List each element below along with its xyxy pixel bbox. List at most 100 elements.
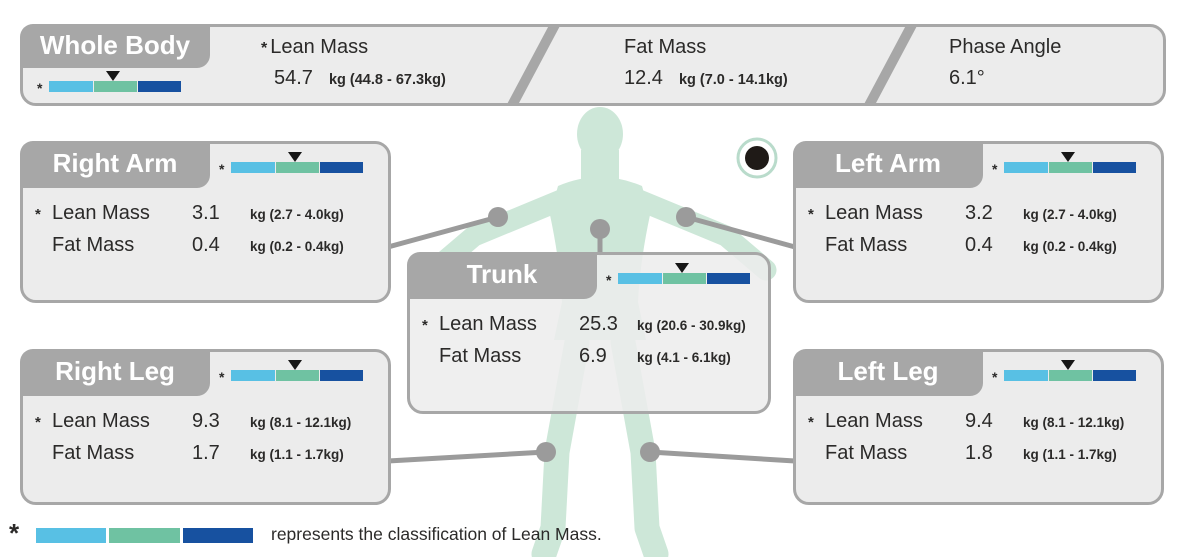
panel-trunk: Trunk * * Lean Mass 25.3 kg (20.6 - 30.9…: [407, 252, 771, 414]
metric-value: 1.8: [965, 442, 993, 464]
segment-high: [707, 273, 751, 284]
metric-row: Fat Mass 1.8 kg (1.1 - 1.7kg): [808, 442, 1157, 474]
segment-high: [182, 528, 253, 543]
metric-value: 6.9: [579, 345, 607, 367]
classification-bar: *: [992, 360, 1137, 385]
metric-row: Fat Mass 1.7 kg (1.1 - 1.7kg): [35, 442, 384, 474]
metric-row: * Lean Mass 25.3 kg (20.6 - 30.9kg): [422, 313, 764, 345]
legend: * represents the classification of Lean …: [0, 514, 1184, 557]
whole-body-title: Whole Body: [20, 24, 210, 68]
metric-value: 1.7: [192, 442, 220, 464]
metric-label: Lean Mass: [270, 36, 369, 58]
classification-bar: *: [992, 152, 1137, 177]
panel-title: Trunk: [407, 252, 597, 299]
metric-label: Lean Mass: [52, 202, 150, 224]
segment-low: [49, 81, 93, 92]
asterisk: *: [35, 206, 41, 223]
segment-normal: [109, 528, 180, 543]
panel-left-arm: Left Arm * * Lean Mass 3.2 kg (2.7 - 4.0…: [793, 141, 1164, 303]
asterisk: *: [606, 272, 612, 288]
asterisk: *: [808, 206, 814, 223]
metric-value: 3.1: [192, 202, 220, 224]
metric-phase-angle: Phase Angle 6.1°: [949, 36, 1061, 90]
asterisk: *: [992, 161, 998, 177]
metric-range: kg (44.8 - 67.3kg): [328, 72, 446, 88]
panel-right-arm: Right Arm * * Lean Mass 3.1 kg (2.7 - 4.…: [20, 141, 391, 303]
asterisk: *: [808, 414, 814, 431]
segment-normal: [1048, 370, 1093, 381]
asterisk: *: [992, 369, 998, 385]
segment-normal: [93, 81, 138, 92]
panel-left-leg: Left Leg * * Lean Mass 9.4 kg (8.1 - 12.…: [793, 349, 1164, 505]
segment-low: [231, 162, 275, 173]
panel-title: Right Arm: [20, 141, 210, 188]
metric-row: * Lean Mass 3.2 kg (2.7 - 4.0kg): [808, 202, 1157, 234]
segment-normal: [1048, 162, 1093, 173]
classification-marker-icon: [675, 263, 690, 273]
segment-low: [1004, 370, 1048, 381]
metric-label: Fat Mass: [52, 442, 135, 464]
connector-dots: [488, 207, 696, 462]
panel-title: Right Leg: [20, 349, 210, 396]
diagonal-divider: [859, 27, 921, 103]
metric-value: 54.7: [274, 67, 313, 89]
segment-low: [231, 370, 275, 381]
diagonal-divider: [502, 27, 564, 103]
segment-low: [36, 528, 107, 543]
asterisk: *: [422, 317, 428, 334]
metric-row: * Lean Mass 9.4 kg (8.1 - 12.1kg): [808, 410, 1157, 442]
metric-range: kg (0.2 - 0.4kg): [1023, 239, 1117, 254]
asterisk: *: [35, 414, 41, 431]
segment-normal: [275, 162, 320, 173]
metric-range: kg (7.0 - 14.1kg): [678, 72, 788, 88]
asterisk: *: [219, 369, 225, 385]
metric-range: kg (8.1 - 12.1kg): [250, 415, 352, 430]
metric-value: 0.4: [965, 234, 993, 256]
metric-value: 9.3: [192, 410, 220, 432]
metric-label: Fat Mass: [624, 36, 707, 58]
metric-value: 12.4: [624, 67, 663, 89]
metric-label: Phase Angle: [949, 36, 1062, 58]
metric-label: Lean Mass: [439, 313, 537, 335]
whole-body-bar: Whole Body * * Lean Mass 54.7 kg (44.8 - 6…: [20, 24, 1166, 106]
segment-high: [1093, 162, 1137, 173]
classification-marker-icon: [288, 152, 303, 162]
classification-bar: *: [219, 360, 364, 385]
metric-lean-mass: * Lean Mass 54.7 kg (44.8 - 67.3kg): [261, 36, 446, 90]
segment-high: [1093, 370, 1137, 381]
metric-value: 25.3: [579, 313, 618, 335]
panel-right-leg: Right Leg * * Lean Mass 9.3 kg (8.1 - 12…: [20, 349, 391, 505]
asterisk: *: [9, 518, 20, 548]
segment-high: [138, 81, 182, 92]
metric-value: 3.2: [965, 202, 993, 224]
classification-marker-icon: [1061, 360, 1076, 370]
segment-normal: [275, 370, 320, 381]
metric-label: Lean Mass: [825, 410, 923, 432]
classification-bar: *: [606, 263, 751, 288]
classification-marker-icon: [288, 360, 303, 370]
metric-value: 6.1°: [949, 67, 985, 89]
metric-range: kg (2.7 - 4.0kg): [1023, 207, 1117, 222]
metric-row: Fat Mass 0.4 kg (0.2 - 0.4kg): [808, 234, 1157, 266]
legend-text: represents the classification of Lean Ma…: [271, 524, 602, 544]
classification-bar: *: [37, 71, 182, 95]
asterisk: *: [261, 40, 268, 57]
classification-marker-icon: [1061, 152, 1076, 162]
metric-range: kg (20.6 - 30.9kg): [637, 318, 746, 333]
asterisk: *: [219, 161, 225, 177]
metric-range: kg (8.1 - 12.1kg): [1023, 415, 1125, 430]
metric-row: * Lean Mass 9.3 kg (8.1 - 12.1kg): [35, 410, 384, 442]
classification-bar: *: [219, 152, 364, 177]
segment-low: [1004, 162, 1048, 173]
target-marker-icon: [736, 137, 778, 179]
metric-label: Lean Mass: [825, 202, 923, 224]
metric-value: 9.4: [965, 410, 993, 432]
metric-range: kg (2.7 - 4.0kg): [250, 207, 344, 222]
metric-range: kg (4.1 - 6.1kg): [637, 350, 731, 365]
metric-label: Fat Mass: [439, 345, 522, 367]
metric-row: Fat Mass 6.9 kg (4.1 - 6.1kg): [422, 345, 764, 377]
metric-row: * Lean Mass 3.1 kg (2.7 - 4.0kg): [35, 202, 384, 234]
metric-label: Fat Mass: [825, 442, 908, 464]
metric-row: Fat Mass 0.4 kg (0.2 - 0.4kg): [35, 234, 384, 266]
